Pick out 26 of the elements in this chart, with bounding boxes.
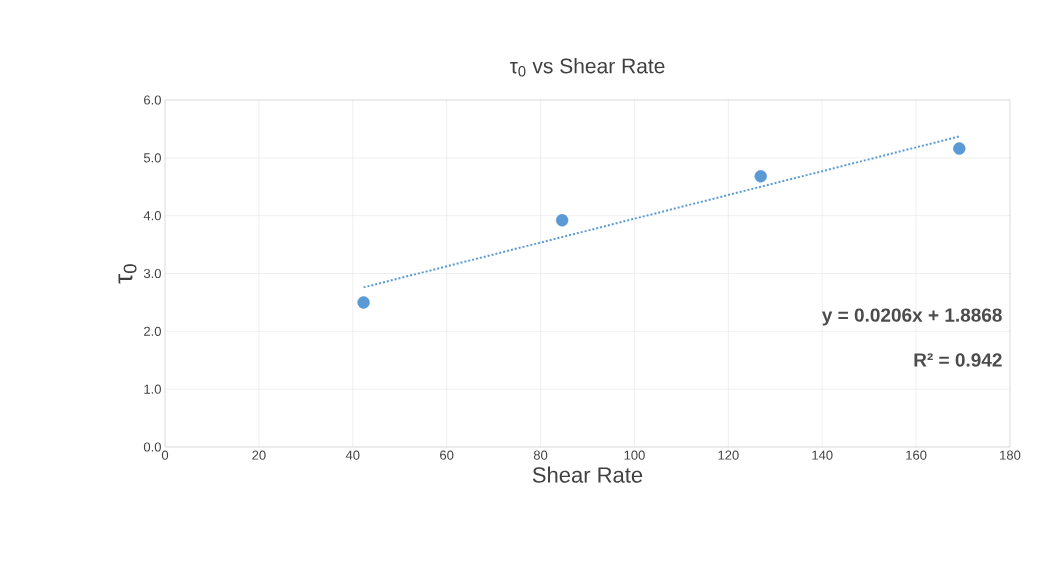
y-tick-label: 6.0 <box>144 95 161 105</box>
x-tick-label: 0 <box>161 450 169 460</box>
x-axis-title: Shear Rate <box>532 466 643 483</box>
point <box>555 214 569 227</box>
y-tick-label: 3.0 <box>143 268 161 279</box>
point <box>953 142 966 155</box>
x-tick-label: 60 <box>440 450 454 460</box>
x-tick-label: 40 <box>345 450 360 460</box>
point <box>754 170 767 183</box>
y-tick-label: 4.0 <box>143 211 161 221</box>
x-tick-label: 100 <box>624 450 645 460</box>
x-tick-label: 20 <box>252 450 266 460</box>
y-axis-title: τ$_{0}$ <box>118 264 137 284</box>
x-tick-label: 140 <box>812 450 833 460</box>
y-tick-label: 5.0 <box>143 153 161 163</box>
y-tick-label: 1.0 <box>144 384 161 394</box>
y-tick-label: 0.0 <box>143 442 161 452</box>
point <box>357 296 370 309</box>
x-tick-label: 80 <box>533 450 548 460</box>
x-tick-label: 120 <box>718 450 739 460</box>
y-tick-label: 2.0 <box>144 326 161 336</box>
annotation: y = 0.0206x + 1.8868 <box>821 308 1002 326</box>
annotation: R² = 0.942 <box>914 353 1002 367</box>
x-tick-label: 160 <box>906 450 927 460</box>
chart-title: τ$_{0}$ vs Shear Rate <box>509 57 665 77</box>
x-tick-label: 180 <box>1000 450 1021 460</box>
